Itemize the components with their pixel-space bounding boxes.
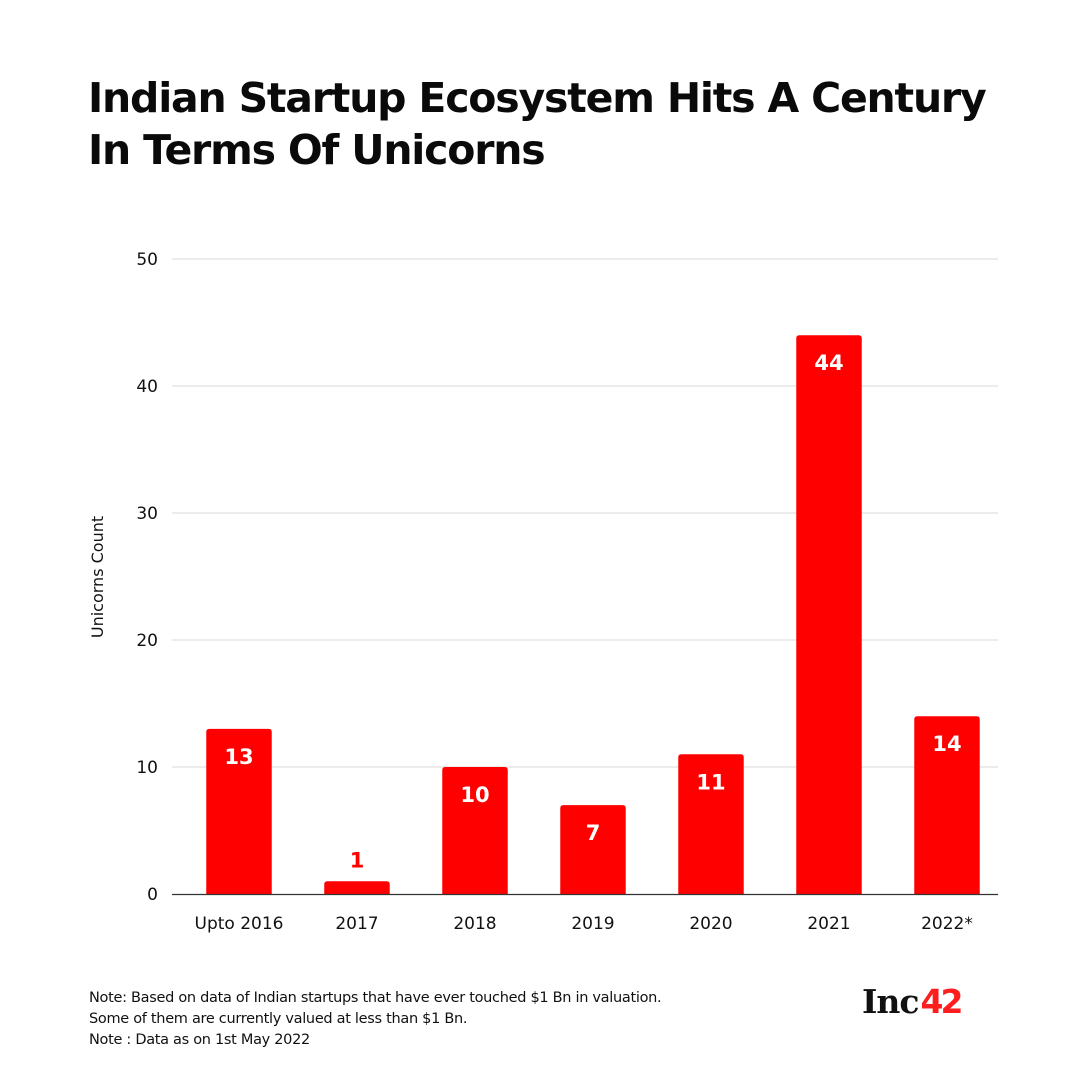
data-label: 10 <box>460 783 489 807</box>
x-tick-label: 2017 <box>335 914 378 934</box>
x-axis-ticks: Upto 2016 2017 2018 2019 2020 2021 2022* <box>195 914 973 934</box>
y-axis-label: Unicorns Count <box>88 516 107 638</box>
footnote-1: Note: Based on data of Indian startups t… <box>89 990 662 1006</box>
x-tick-label: Upto 2016 <box>195 914 284 934</box>
data-label: 13 <box>224 745 253 769</box>
x-tick-label: 2019 <box>571 914 614 934</box>
footnote-2: Some of them are currently valued at les… <box>89 1011 468 1027</box>
y-tick-label: 40 <box>136 377 158 397</box>
data-label: 44 <box>814 351 843 375</box>
y-axis-ticks: 0 10 20 30 40 50 <box>136 250 158 905</box>
inc42-logo: Inc 42 <box>862 982 964 1022</box>
bars: 13 1 10 7 11 44 14 <box>206 335 980 894</box>
gridlines <box>172 258 998 768</box>
y-tick-label: 10 <box>136 758 158 778</box>
footnotes: Note: Based on data of Indian startups t… <box>89 988 662 1051</box>
bar-2019 <box>560 805 626 894</box>
bar-2021 <box>796 335 862 894</box>
bar-2018 <box>442 767 508 894</box>
x-tick-label: 2022* <box>921 914 973 934</box>
data-label: 14 <box>932 732 961 756</box>
data-label: 1 <box>350 848 365 872</box>
x-tick-label: 2020 <box>689 914 732 934</box>
data-label: 11 <box>696 770 725 794</box>
chart-title: Indian Startup Ecosystem Hits A Century … <box>88 74 987 174</box>
bar-2017 <box>324 881 390 894</box>
y-tick-label: 50 <box>136 250 158 270</box>
x-tick-label: 2018 <box>453 914 496 934</box>
y-tick-label: 30 <box>136 504 158 524</box>
x-tick-label: 2021 <box>807 914 850 934</box>
logo-number: 42 <box>920 982 964 1021</box>
y-tick-label: 0 <box>147 885 158 905</box>
logo-text: Inc <box>862 982 920 1021</box>
data-label: 7 <box>586 821 601 845</box>
footnote-3: Note : Data as on 1st May 2022 <box>89 1032 310 1048</box>
y-tick-label: 20 <box>136 631 158 651</box>
bar-2020 <box>678 754 744 894</box>
bar-upto-2016 <box>206 728 272 894</box>
bar-2022- <box>914 716 980 894</box>
